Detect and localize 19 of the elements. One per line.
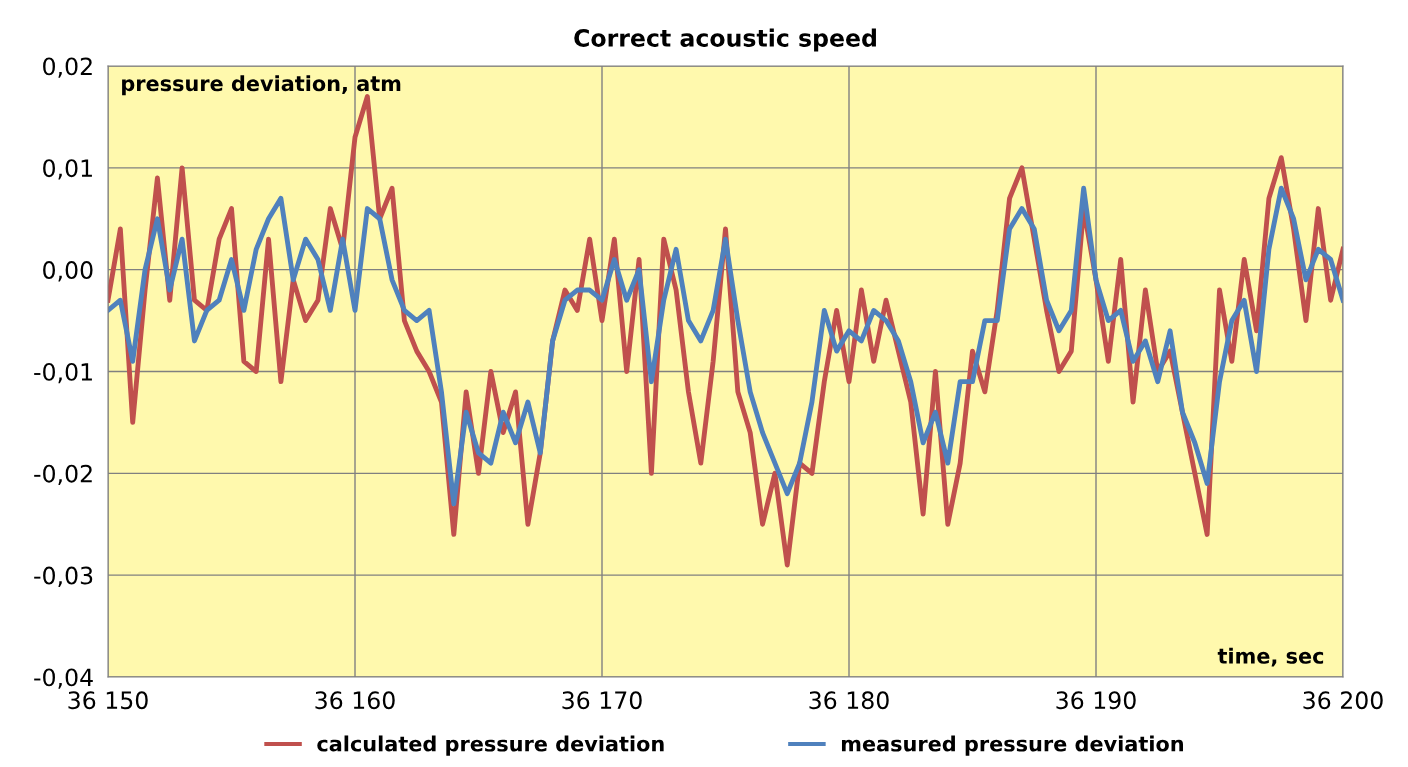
x-tick-label: 36 200 bbox=[1303, 691, 1383, 710]
y-tick-label: -0,01 bbox=[34, 362, 92, 384]
y-tick-label: -0,02 bbox=[34, 464, 92, 486]
x-tick-label: 36 150 bbox=[68, 691, 148, 710]
y-tick-label: -0,03 bbox=[34, 566, 93, 587]
x-tick-label: 36 170 bbox=[562, 691, 642, 710]
y-tick-label: 0,02 bbox=[43, 57, 92, 78]
y-tick-label: 0,01 bbox=[43, 159, 92, 180]
y-tick-label: 0,00 bbox=[43, 261, 93, 282]
legend-label: measured pressure deviation bbox=[841, 735, 1183, 756]
legend-label: calculated pressure deviation bbox=[317, 735, 664, 756]
x-tick-label: 36 160 bbox=[315, 691, 395, 710]
x-axis-title: time, sec bbox=[1217, 647, 1324, 667]
y-axis-title: pressure deviation, atm bbox=[122, 75, 401, 96]
y-tick-label: -0,04 bbox=[34, 668, 93, 689]
x-tick-label: 36 190 bbox=[1056, 691, 1136, 710]
chart-title: Correct acoustic speed bbox=[574, 28, 876, 52]
x-tick-label: 36 180 bbox=[809, 691, 889, 710]
line-series bbox=[108, 185, 1343, 507]
